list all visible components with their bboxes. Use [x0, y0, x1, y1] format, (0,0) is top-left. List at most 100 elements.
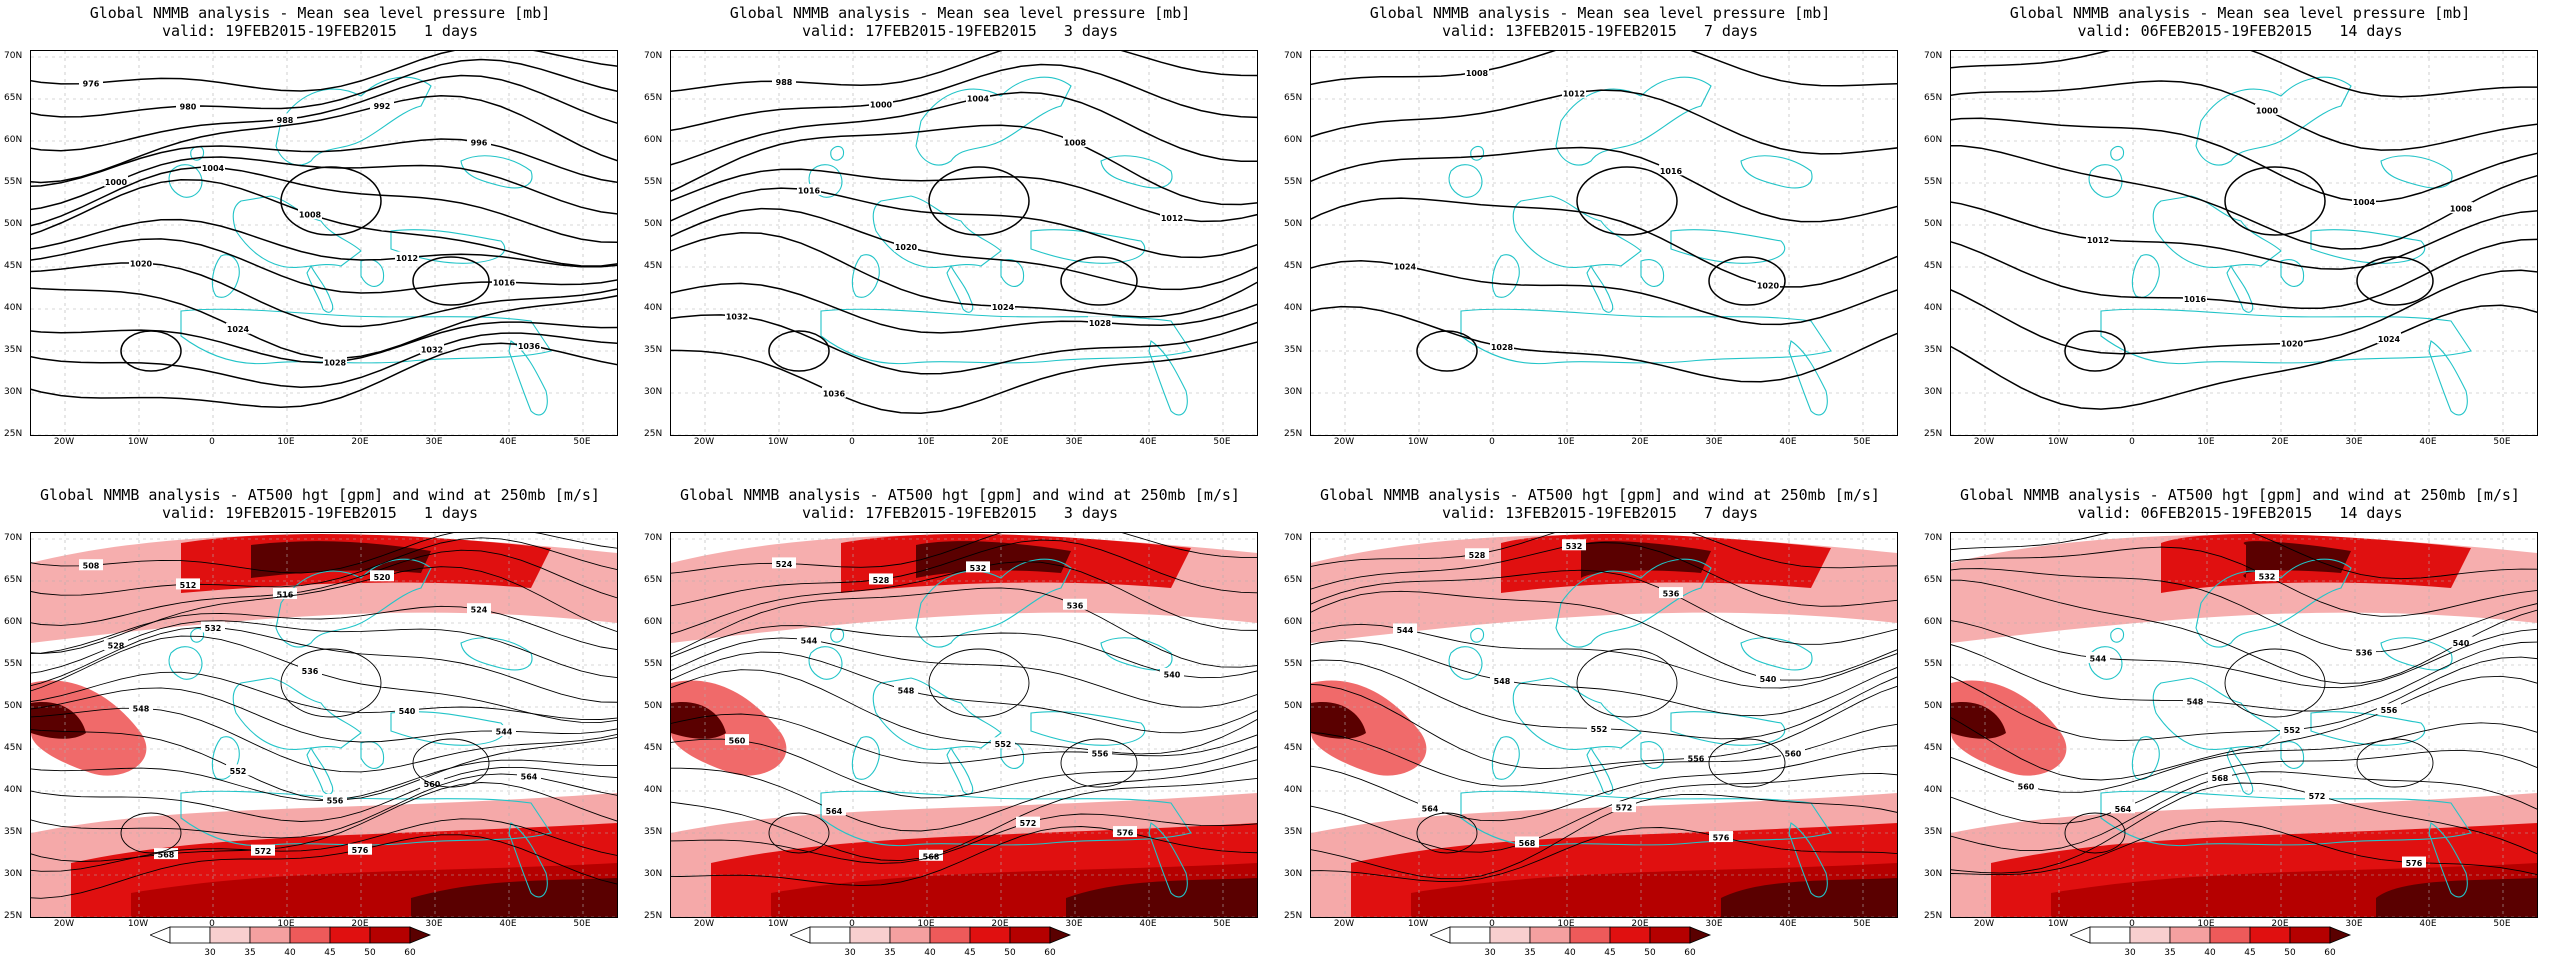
contour-label-bg-9 — [492, 725, 516, 737]
contour-label-bg-1 — [176, 100, 200, 112]
contour-label: 1012 — [2087, 236, 2109, 245]
closed-contour-0 — [928, 166, 1030, 236]
map-canvas: 508 512 516 520 524 528 532 536 540 544 548 552 556 5… — [31, 533, 617, 917]
contour-label: 536 — [1663, 590, 1680, 599]
contour-label-bg-4 — [467, 135, 491, 147]
contour-label-bg-13 — [1113, 826, 1137, 838]
contour-label: 564 — [521, 773, 538, 782]
contour-label: 1024 — [992, 303, 1015, 312]
closed-contour-1 — [1060, 256, 1138, 306]
lat-tick-label: 40N — [4, 785, 23, 795]
contour-label-bg-12 — [1709, 831, 1733, 843]
lat-tick-label: 70N — [1284, 533, 1303, 543]
contour-line-10 — [1311, 772, 1897, 853]
contour-label: 988 — [776, 78, 793, 87]
contour-label-bg-13 — [420, 777, 444, 789]
contour-line-10 — [671, 759, 1257, 832]
contour-line-10 — [671, 341, 1257, 415]
coastline-8 — [1670, 229, 1786, 264]
contour-label: 576 — [2406, 859, 2423, 868]
contour-line-2 — [31, 549, 617, 626]
lat-tick-label: 70N — [644, 533, 663, 543]
contour-label: 532 — [205, 624, 222, 633]
lon-tick-label: 0 — [849, 437, 855, 447]
closed-contour-0 — [1576, 166, 1678, 236]
contour-label-bg-2 — [273, 588, 297, 600]
colorbar-segment-2 — [889, 926, 931, 944]
coastline-5 — [1586, 264, 1614, 313]
contour-label-bg-9 — [1418, 802, 1442, 814]
coastline-3 — [1512, 195, 1642, 268]
contour-label: 528 — [873, 576, 890, 585]
lon-tick-label: 20E — [351, 437, 369, 447]
closed-contour-1 — [1708, 256, 1786, 306]
contour-line-4 — [31, 605, 617, 655]
contour-label-bg-0 — [772, 557, 796, 569]
lon-tick-label: 50E — [573, 919, 591, 929]
contour-label: 544 — [496, 728, 513, 737]
contour-label-bg-12 — [323, 355, 347, 367]
contour-label: 1012 — [1161, 214, 1183, 223]
contour-line-2 — [671, 561, 1257, 635]
colorbar-segment-1 — [209, 926, 251, 944]
coastline-3 — [232, 195, 362, 268]
contour-label-bg-7 — [1684, 752, 1708, 764]
coastline-4 — [851, 736, 880, 780]
contour-line-7 — [1951, 304, 2537, 410]
coastline-3 — [1512, 677, 1642, 750]
lat-tick-label: 25N — [1924, 911, 1943, 921]
contour-label-bg-4 — [467, 603, 491, 615]
wind-colorbar: 30 35 40 45 50 60 — [1428, 924, 1770, 958]
coastline-1 — [808, 646, 843, 680]
contour-line-8 — [671, 282, 1257, 334]
contour-label-bg-2 — [2352, 645, 2376, 657]
lon-tick-label: 20W — [53, 437, 75, 447]
lat-tick-label: 55N — [1924, 659, 1943, 669]
coastline-10 — [1148, 822, 1188, 898]
contour-label-bg-8 — [395, 251, 419, 263]
lat-tick-label: 55N — [644, 659, 663, 669]
contour-label: 576 — [1117, 829, 1134, 838]
contour-line-8 — [31, 218, 617, 268]
lat-tick-label: 25N — [4, 429, 23, 439]
closed-contour-0 — [280, 166, 382, 236]
lat-tick-label: 50N — [1924, 701, 1943, 711]
contour-label-bg-1 — [2255, 103, 2279, 115]
contour-label-bg-8 — [1088, 316, 1112, 328]
colorbar-segment-1 — [1489, 926, 1531, 944]
contour-label-bg-10 — [129, 256, 153, 268]
lat-tick-label: 25N — [1924, 429, 1943, 439]
panel-title: Global NMMB analysis - AT500 hgt [gpm] a… — [1960, 486, 2520, 504]
colorbar-low-arrow — [1428, 926, 1451, 944]
colorbar-segment-5 — [1649, 926, 1691, 944]
lat-tick-label: 40N — [644, 303, 663, 313]
coastline-7 — [820, 308, 1192, 365]
contour-line-9 — [671, 738, 1257, 799]
contour-line-16 — [31, 818, 617, 872]
contour-label-bg-6 — [201, 161, 225, 173]
lat-tick-label: 70N — [4, 533, 23, 543]
coastline-8 — [390, 711, 506, 746]
closed-contour-2 — [1416, 812, 1478, 854]
contour-label-bg-2 — [966, 561, 990, 573]
closed-contour-2 — [120, 812, 182, 854]
contour-label: 536 — [2356, 648, 2373, 657]
contour-label-bg-6 — [894, 684, 918, 696]
contour-label: 556 — [1688, 755, 1705, 764]
contour-line-0 — [671, 51, 1257, 92]
lat-tick-label: 65N — [1284, 93, 1303, 103]
lat-tick-label: 25N — [644, 911, 663, 921]
z500-panel-1: Global NMMB analysis - AT500 hgt [gpm] a… — [0, 482, 640, 962]
lon-tick-label: 10E — [2197, 919, 2215, 929]
contour-label-bg-8 — [395, 704, 419, 716]
coastline-6 — [1640, 259, 1665, 287]
contour-label-bg-17 — [348, 843, 372, 855]
coastline-4 — [1491, 254, 1520, 298]
contour-line-0 — [1951, 533, 2537, 580]
wind-speed-shading — [1311, 533, 1897, 917]
colorbar-tick-label: 30 — [204, 948, 216, 958]
contour-line-0 — [31, 533, 617, 574]
lon-tick-label: 10W — [2047, 437, 2069, 447]
coastline-10 — [1788, 340, 1828, 416]
